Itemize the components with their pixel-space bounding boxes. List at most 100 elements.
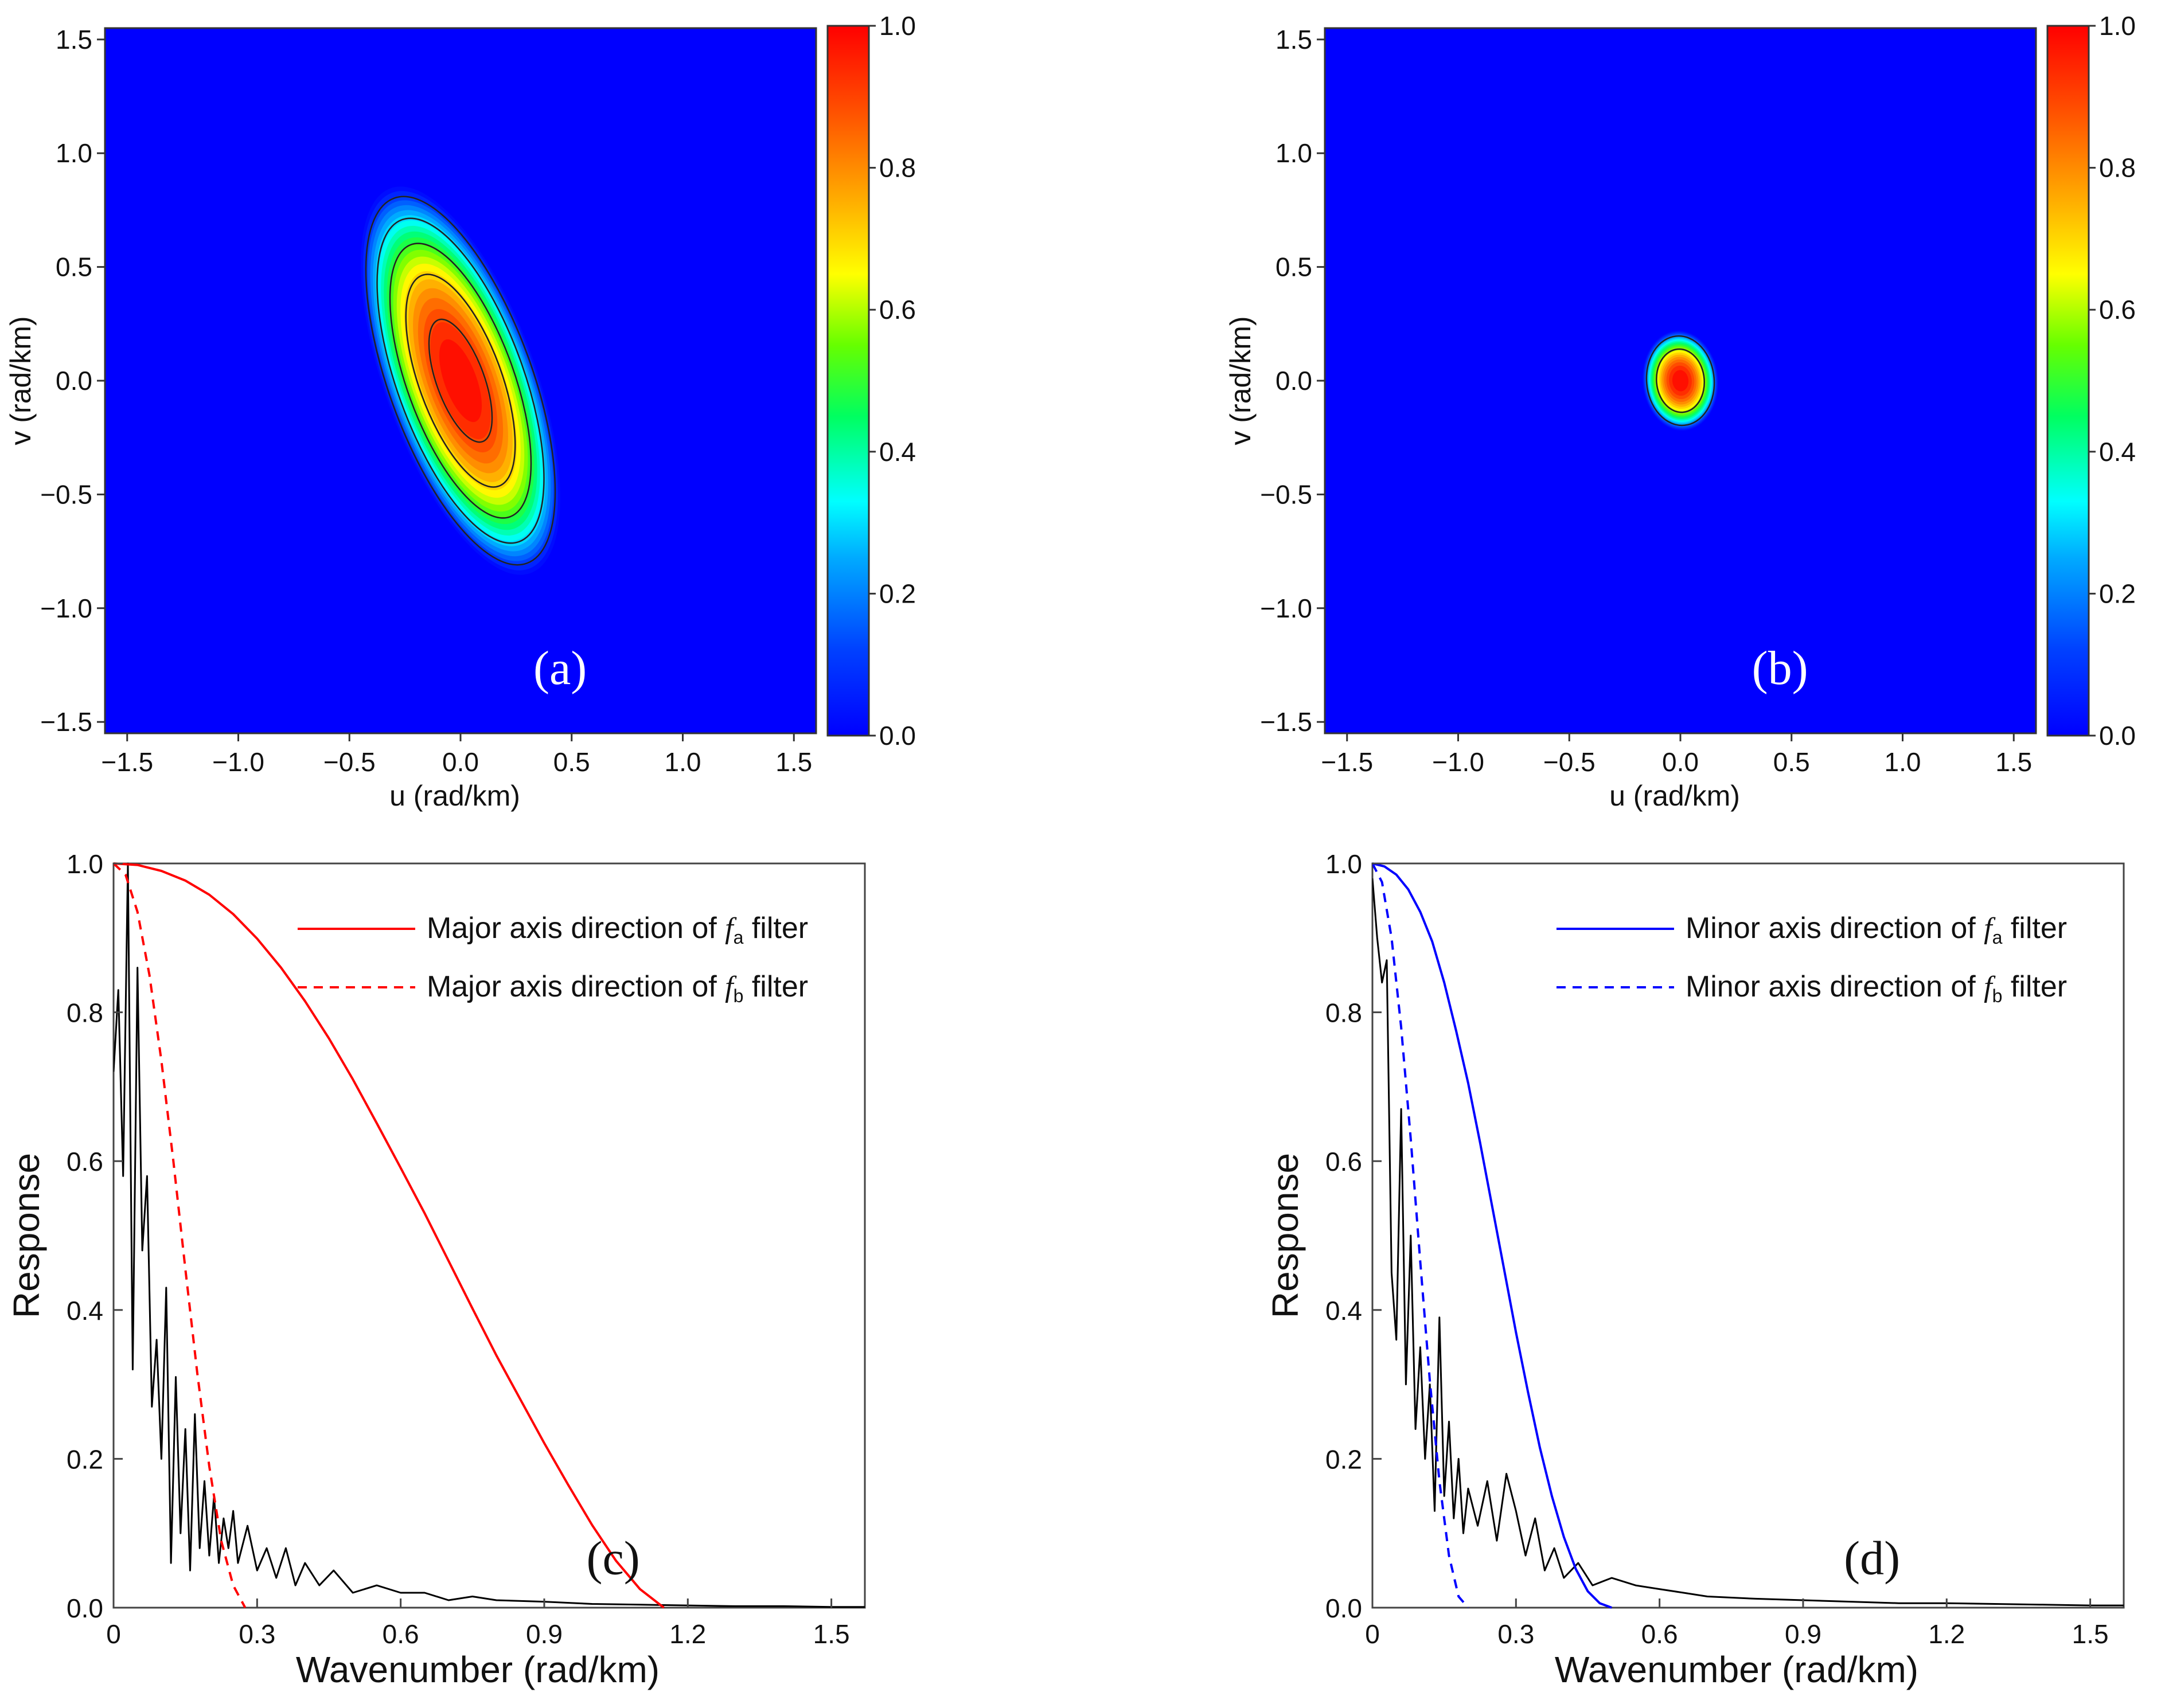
spectrum-line — [1372, 878, 2124, 1607]
x-axis-title: u (rad/km) — [1609, 780, 1740, 812]
legend-label-prefix: Major axis direction of — [427, 970, 725, 1003]
x-tick-label: 0.9 — [1785, 1619, 1821, 1649]
legend-label-sub: a — [1992, 927, 2003, 948]
filter-a-line — [114, 862, 665, 1609]
x-tick-label: 0.5 — [1773, 747, 1810, 777]
filter-a-line — [1372, 862, 1612, 1609]
x-tick-label: 1.2 — [1928, 1619, 1965, 1649]
x-tick-label: 0.0 — [1662, 747, 1699, 777]
x-tick-label: 0.6 — [383, 1619, 419, 1649]
colorbar-tick-label: 0.0 — [2099, 721, 2136, 751]
x-tick-label: −1.0 — [212, 747, 264, 777]
colorbar-tick-label: 0.4 — [2099, 437, 2136, 467]
panel-label: (a) — [533, 642, 587, 695]
y-tick-label: 0.0 — [56, 366, 92, 396]
legend-label-sub: b — [734, 986, 744, 1006]
legend-label-prefix: Major axis direction of — [427, 912, 725, 945]
panel-a-heatmap: −1.5 −1.0 −0.5 0.0 0.5 1.0 1.5 1.5 1.0 0.5 0.0 −0.5… — [5, 11, 916, 812]
panel-label: (c) — [587, 1532, 640, 1585]
heatmap-band — [439, 339, 482, 423]
x-tick-label: −1.0 — [1432, 747, 1484, 777]
panel-d-line-chart: 0 0.3 0.6 0.9 1.2 1.5 0.0 0.2 0.4 0.6 0.8 1.0 Wavenu… — [1265, 849, 2125, 1690]
x-tick-label: 0.0 — [442, 747, 479, 777]
x-tick-label: −0.5 — [1543, 747, 1596, 777]
y-tick-label: −1.0 — [40, 593, 92, 623]
y-tick-label: 0.6 — [67, 1147, 103, 1177]
y-tick-label: −0.5 — [40, 479, 92, 509]
x-tick-label: −1.5 — [1321, 747, 1373, 777]
plot-frame — [112, 862, 866, 1609]
plot-area — [114, 862, 865, 1609]
x-tick-label: 0.3 — [239, 1619, 275, 1649]
colorbar-tick-label: 0.2 — [879, 579, 916, 608]
y-tick-label: −0.5 — [1260, 479, 1312, 509]
contour-line — [1655, 348, 1706, 413]
x-axis-title: u (rad/km) — [389, 780, 520, 812]
legend-label-suffix: filter — [743, 970, 808, 1003]
panel-c-line-chart: 0 0.3 0.6 0.9 1.2 1.5 0.0 0.2 0.4 0.6 0.8 1.0 Wavenu… — [6, 849, 866, 1690]
y-axis-title: Response — [1265, 1153, 1306, 1318]
x-tick-label: 1.5 — [1995, 747, 2032, 777]
x-tick-label: 0.3 — [1497, 1619, 1534, 1649]
y-tick-label: 1.0 — [1325, 849, 1362, 879]
panel-label: (d) — [1844, 1532, 1900, 1585]
legend-label: Minor axis direction of fa filter — [1686, 912, 2067, 948]
colorbar-tick-label: 0.6 — [2099, 295, 2136, 325]
contour-line — [1645, 335, 1715, 427]
legend-label-sub: b — [1992, 986, 2003, 1006]
y-tick-label: 0.6 — [1325, 1147, 1362, 1177]
y-tick-label: 0.0 — [1325, 1593, 1362, 1623]
colorbar-tick-label: 0.8 — [879, 153, 916, 183]
y-tick-label: 0.8 — [67, 998, 103, 1028]
x-tick-label: 1.5 — [813, 1619, 850, 1649]
filter-b-line — [1372, 863, 1469, 1609]
y-tick-label: 1.0 — [67, 849, 103, 879]
colorbar — [826, 25, 870, 737]
x-axis-title: Wavenumber (rad/km) — [1555, 1649, 1918, 1690]
colorbar — [2046, 25, 2090, 737]
x-tick-label: 0 — [106, 1619, 121, 1649]
y-tick-label: 1.0 — [56, 138, 92, 168]
legend-label: Major axis direction of fa filter — [427, 912, 808, 948]
x-tick-label: 1.5 — [2072, 1619, 2109, 1649]
legend-label-prefix: Minor axis direction of — [1686, 912, 1984, 945]
contour-line — [405, 273, 516, 488]
legend-label-suffix: filter — [2002, 912, 2067, 945]
x-tick-label: 0.5 — [553, 747, 590, 777]
colorbar-tick-label: 0.2 — [2099, 579, 2136, 608]
x-tick-label: 1.0 — [1885, 747, 1921, 777]
filter-b-line — [114, 862, 247, 1608]
x-tick-label: 1.5 — [775, 747, 812, 777]
colorbar-tick-label: 0.8 — [2099, 153, 2136, 183]
y-tick-label: 0.8 — [1325, 998, 1362, 1028]
panel-b-heatmap: −1.5 −1.0 −0.5 0.0 0.5 1.0 1.5 1.5 1.0 0.5 0.0 −0.5… — [1224, 11, 2136, 812]
x-axis-title: Wavenumber (rad/km) — [296, 1649, 660, 1690]
x-tick-label: −1.5 — [101, 747, 153, 777]
y-tick-label: −1.5 — [1260, 707, 1312, 737]
y-axis-title: v (rad/km) — [1224, 316, 1257, 445]
heatmap-bands — [1642, 330, 1719, 431]
y-tick-label: −1.0 — [1260, 593, 1312, 623]
legend-label-sub: a — [734, 927, 744, 948]
y-tick-label: 1.0 — [1275, 138, 1312, 168]
x-tick-label: 1.2 — [669, 1619, 706, 1649]
legend-label-suffix: filter — [2002, 970, 2067, 1003]
y-axis-title: v (rad/km) — [5, 316, 37, 445]
spectrum-line — [114, 862, 865, 1608]
legend-label-suffix: filter — [743, 912, 808, 945]
colorbar-tick-label: 1.0 — [879, 11, 916, 41]
contour-line — [389, 243, 532, 519]
colorbar-tick-label: 1.0 — [2099, 11, 2136, 41]
plot-area — [1372, 862, 2124, 1609]
y-tick-label: 0.0 — [67, 1593, 103, 1623]
panel-label: (b) — [1752, 642, 1808, 695]
legend-label: Major axis direction of fb filter — [427, 970, 808, 1006]
y-tick-label: −1.5 — [40, 707, 92, 737]
y-tick-label: 0.5 — [56, 252, 92, 282]
contour-line — [376, 217, 545, 544]
colorbar-tick-label: 0.0 — [879, 721, 916, 751]
x-tick-label: 0.6 — [1641, 1619, 1678, 1649]
legend-label-prefix: Minor axis direction of — [1686, 970, 1984, 1003]
y-tick-label: 0.0 — [1275, 366, 1312, 396]
